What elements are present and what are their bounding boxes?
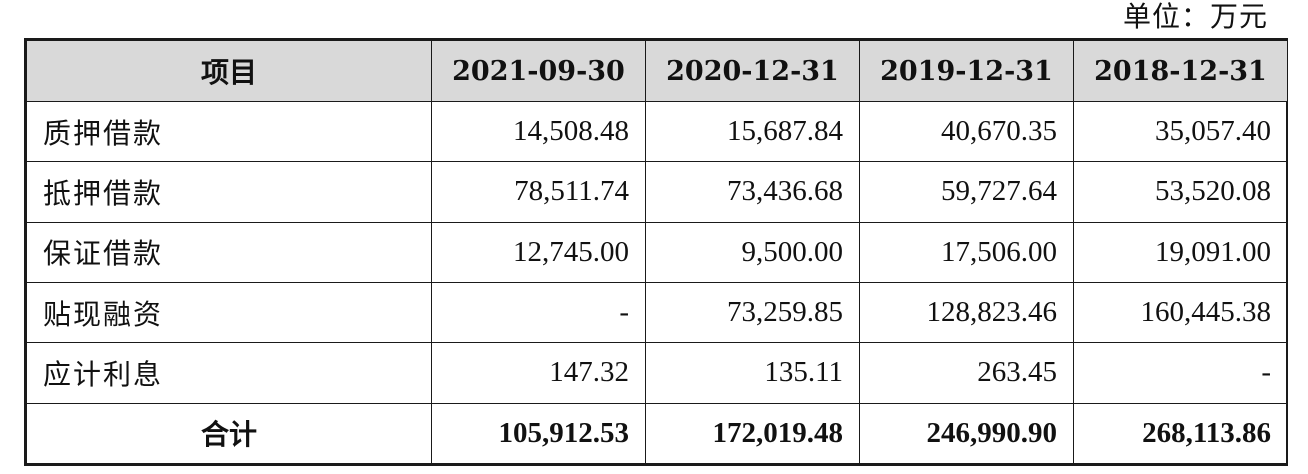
header-item: 项目 [26, 40, 432, 102]
row-label: 应计利息 [26, 342, 432, 404]
cell-value: 135.11 [645, 342, 860, 404]
table-row: 质押借款 14,508.48 15,687.84 40,670.35 35,05… [26, 100, 1288, 163]
table-row: 贴现融资 - 73,259.85 128,823.46 160,445.38 [26, 281, 1288, 344]
cell-value: 40,670.35 [859, 100, 1074, 163]
row-label: 质押借款 [26, 100, 432, 163]
cell-value: 17,506.00 [859, 221, 1074, 283]
cell-value: 73,436.68 [645, 161, 860, 223]
cell-value: 73,259.85 [645, 281, 860, 344]
cell-value: 59,727.64 [859, 161, 1074, 223]
cell-value: 160,445.38 [1073, 281, 1288, 344]
total-value: 246,990.90 [859, 402, 1074, 465]
header-date-2021-09-30: 2021-09-30 [431, 40, 646, 102]
row-label: 抵押借款 [26, 161, 432, 223]
table-body: 质押借款 14,508.48 15,687.84 40,670.35 35,05… [26, 100, 1288, 465]
cell-value: - [1073, 342, 1288, 404]
total-row: 合计 105,912.53 172,019.48 246,990.90 268,… [26, 402, 1288, 465]
cell-value: 53,520.08 [1073, 161, 1288, 223]
cell-value: - [431, 281, 646, 344]
table-row: 抵押借款 78,511.74 73,436.68 59,727.64 53,52… [26, 161, 1288, 223]
cell-value: 263.45 [859, 342, 1074, 404]
row-label: 保证借款 [26, 221, 432, 283]
header-date-2019-12-31: 2019-12-31 [859, 40, 1074, 102]
header-row: 项目 2021-09-30 2020-12-31 2019-12-31 2018… [26, 40, 1288, 102]
cell-value: 78,511.74 [431, 161, 646, 223]
cell-value: 19,091.00 [1073, 221, 1288, 283]
table-row: 保证借款 12,745.00 9,500.00 17,506.00 19,091… [26, 221, 1288, 283]
cell-value: 35,057.40 [1073, 100, 1288, 163]
total-value: 105,912.53 [431, 402, 646, 465]
unit-note: 单位：万元 [1122, 0, 1268, 33]
loan-breakdown-table: 项目 2021-09-30 2020-12-31 2019-12-31 2018… [26, 40, 1288, 465]
cell-value: 147.32 [431, 342, 646, 404]
cell-value: 14,508.48 [431, 100, 646, 163]
header-date-2018-12-31: 2018-12-31 [1073, 40, 1288, 102]
total-value: 268,113.86 [1073, 402, 1288, 465]
header-date-2020-12-31: 2020-12-31 [645, 40, 860, 102]
loan-table-container: 项目 2021-09-30 2020-12-31 2019-12-31 2018… [24, 38, 1288, 466]
table-header: 项目 2021-09-30 2020-12-31 2019-12-31 2018… [26, 40, 1288, 102]
total-label: 合计 [26, 402, 432, 465]
cell-value: 12,745.00 [431, 221, 646, 283]
cell-value: 15,687.84 [645, 100, 860, 163]
cell-value: 128,823.46 [859, 281, 1074, 344]
cell-value: 9,500.00 [645, 221, 860, 283]
row-label: 贴现融资 [26, 281, 432, 344]
table-row: 应计利息 147.32 135.11 263.45 - [26, 342, 1288, 404]
total-value: 172,019.48 [645, 402, 860, 465]
